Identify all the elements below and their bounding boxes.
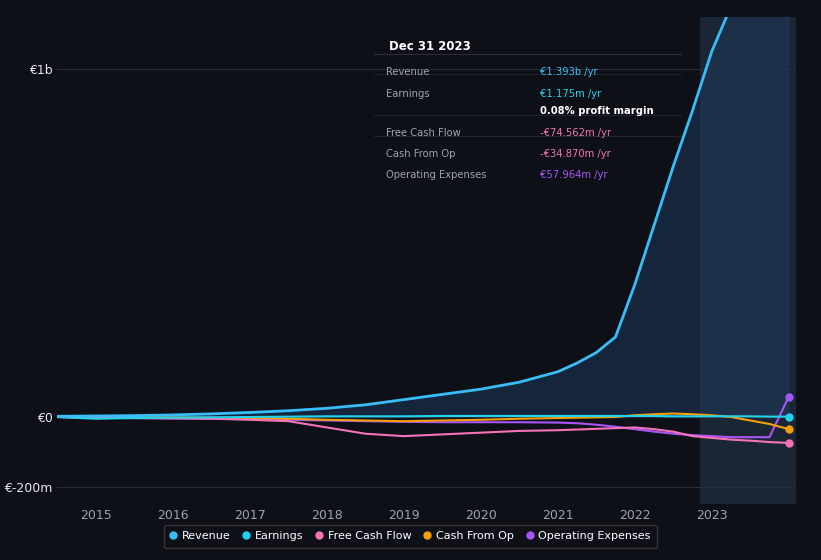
Text: Revenue: Revenue: [386, 67, 429, 77]
Text: Earnings: Earnings: [386, 89, 429, 99]
Text: €1.393b /yr: €1.393b /yr: [540, 67, 598, 77]
Text: Cash From Op: Cash From Op: [386, 149, 456, 159]
Text: Free Cash Flow: Free Cash Flow: [386, 128, 461, 138]
Text: Dec 31 2023: Dec 31 2023: [389, 40, 470, 53]
Legend: Revenue, Earnings, Free Cash Flow, Cash From Op, Operating Expenses: Revenue, Earnings, Free Cash Flow, Cash …: [164, 525, 657, 548]
Text: -€34.870m /yr: -€34.870m /yr: [540, 149, 611, 159]
Text: 0.08% profit margin: 0.08% profit margin: [540, 106, 654, 116]
Text: -€74.562m /yr: -€74.562m /yr: [540, 128, 611, 138]
Text: €57.964m /yr: €57.964m /yr: [540, 170, 608, 180]
Bar: [700, 17, 796, 504]
Text: Operating Expenses: Operating Expenses: [386, 170, 486, 180]
Text: €1.175m /yr: €1.175m /yr: [540, 89, 601, 99]
